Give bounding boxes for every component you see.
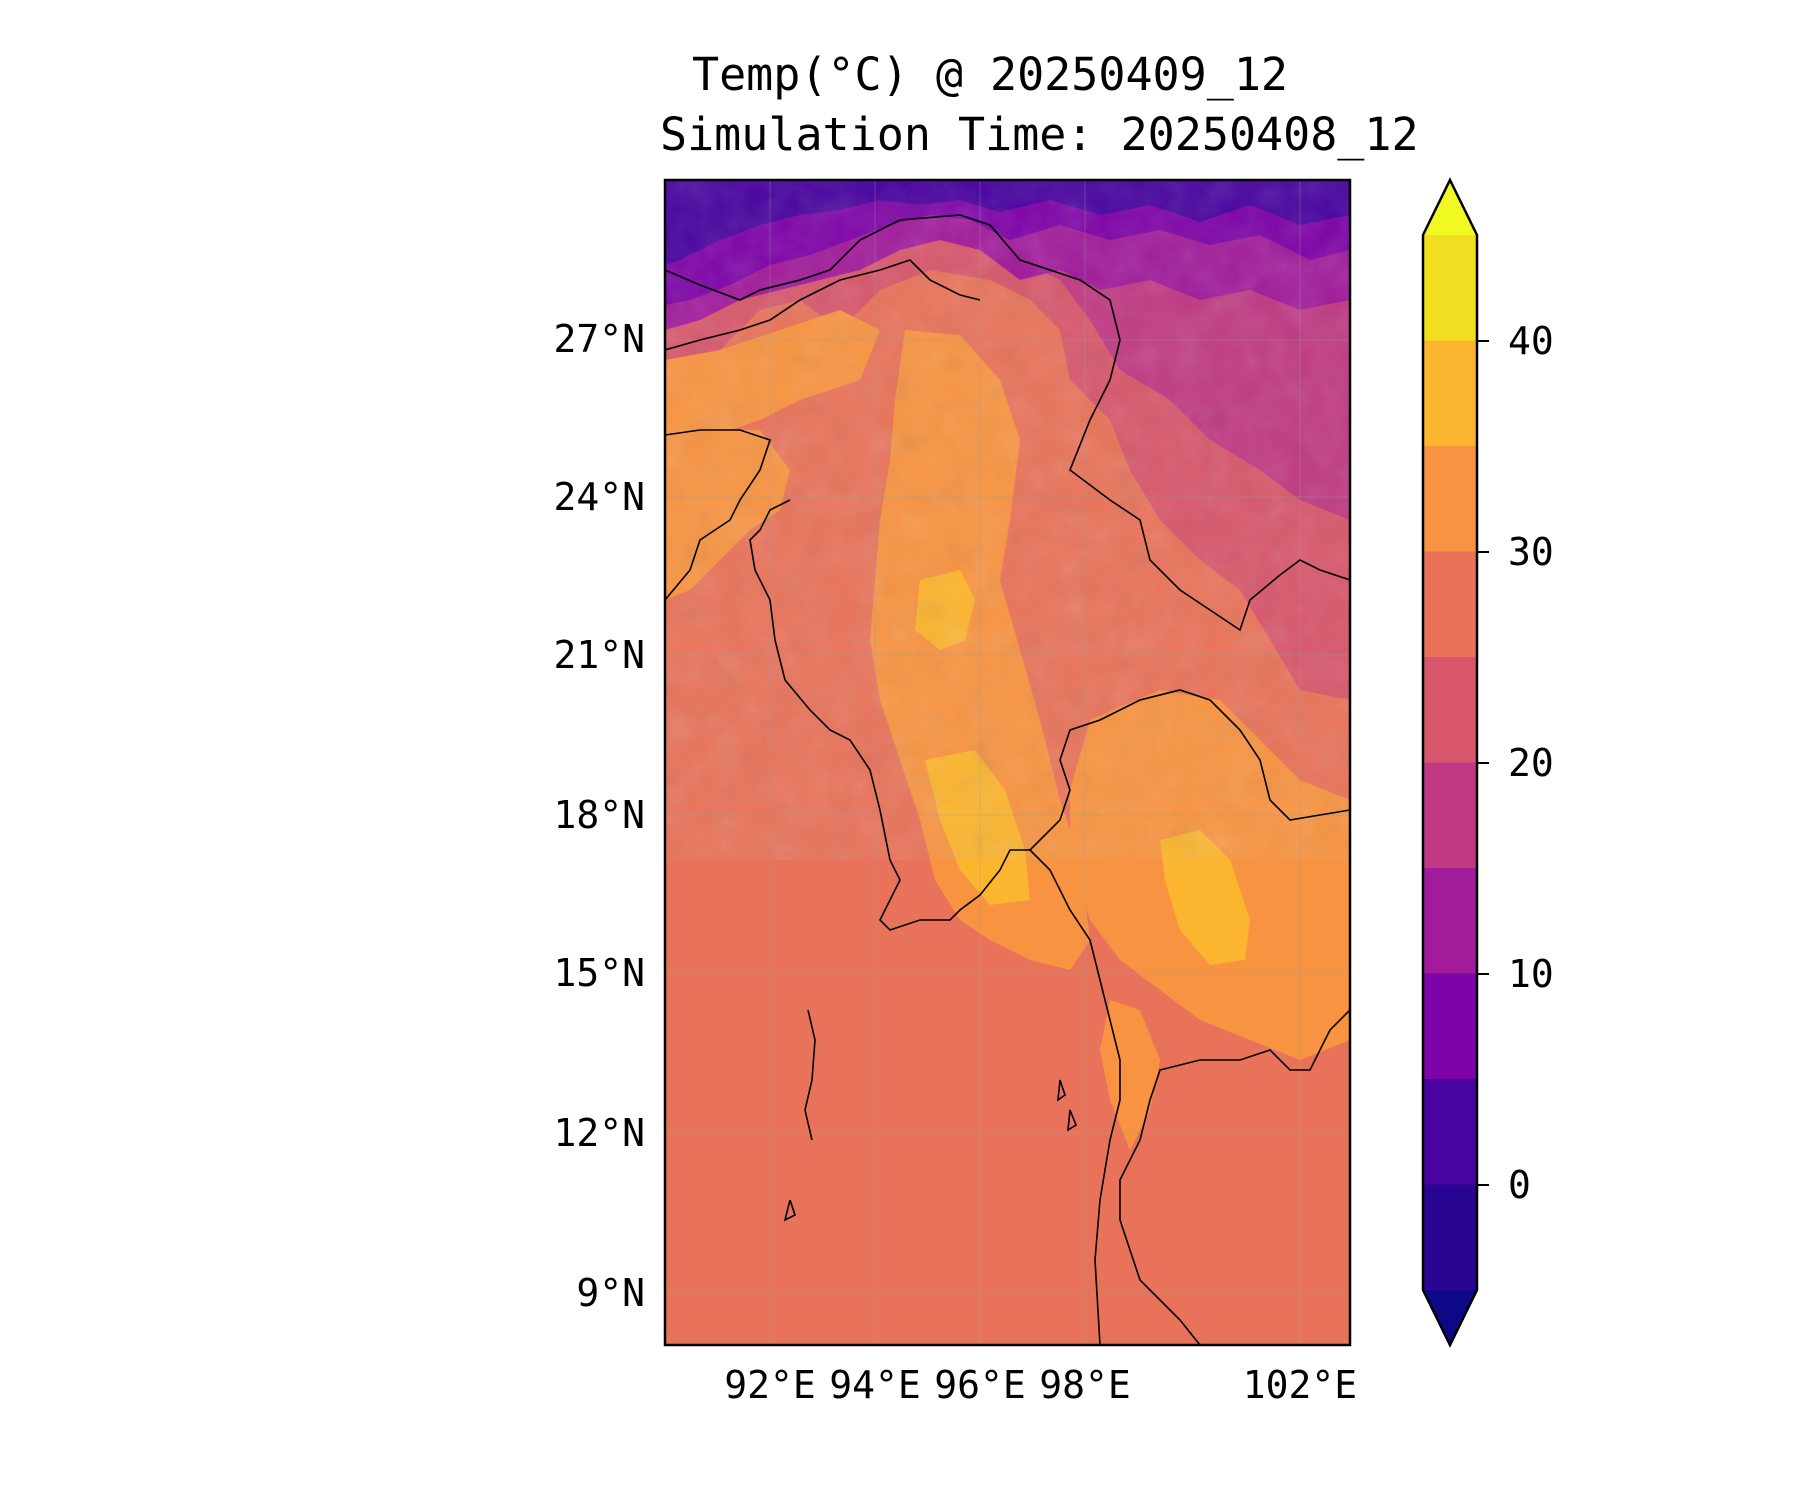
colorbar-band (1423, 1079, 1477, 1185)
coastlines-borders (665, 214, 1350, 1345)
colorbar-band (1423, 657, 1477, 763)
terrain-texture (665, 180, 1350, 860)
colorbar-tick-label: 20 (1508, 741, 1554, 785)
colorbar-outline (1421, 177, 1479, 1348)
lon-label: 94°E (829, 1363, 921, 1407)
lon-label: 96°E (934, 1363, 1026, 1407)
map-title-line2: Simulation Time: 20250408_12 (660, 108, 1419, 161)
colorbar-band (1423, 973, 1477, 1079)
colorbar-band (1423, 235, 1477, 341)
map-title-line1: Temp(°C) @ 20250409_12 (691, 48, 1289, 101)
lat-label: 18°N (553, 793, 645, 837)
latitude-labels: 27°N 24°N 21°N 18°N 15°N 12°N 9°N (553, 317, 645, 1315)
hot-zone-thailand (1160, 830, 1250, 965)
colorbar-tick-label: 0 (1508, 1163, 1531, 1207)
colorbar-band (1423, 446, 1477, 552)
colorbar-tick-label: 40 (1508, 319, 1554, 363)
colorbar-under-arrow (1423, 1290, 1477, 1345)
lat-label: 24°N (553, 475, 645, 519)
lat-label: 12°N (553, 1111, 645, 1155)
colorbar: 40 30 20 10 0 (1421, 177, 1554, 1348)
longitude-labels: 92°E 94°E 96°E 98°E 102°E (724, 1363, 1357, 1407)
lat-label: 15°N (553, 951, 645, 995)
lon-label: 92°E (724, 1363, 816, 1407)
colorbar-band (1423, 551, 1477, 657)
colorbar-band (1423, 340, 1477, 446)
lat-label: 21°N (553, 633, 645, 677)
map-frame (663, 178, 1352, 1347)
lat-label: 27°N (553, 317, 645, 361)
colorbar-band (1423, 1184, 1477, 1290)
colorbar-tick-label: 30 (1508, 530, 1554, 574)
colorbar-tick-label: 10 (1508, 952, 1554, 996)
colorbar-band (1423, 868, 1477, 974)
lon-label: 102°E (1243, 1363, 1357, 1407)
lat-label: 9°N (576, 1271, 645, 1315)
colorbar-band (1423, 762, 1477, 868)
colorbar-over-arrow (1423, 180, 1477, 235)
lon-label: 98°E (1039, 1363, 1131, 1407)
